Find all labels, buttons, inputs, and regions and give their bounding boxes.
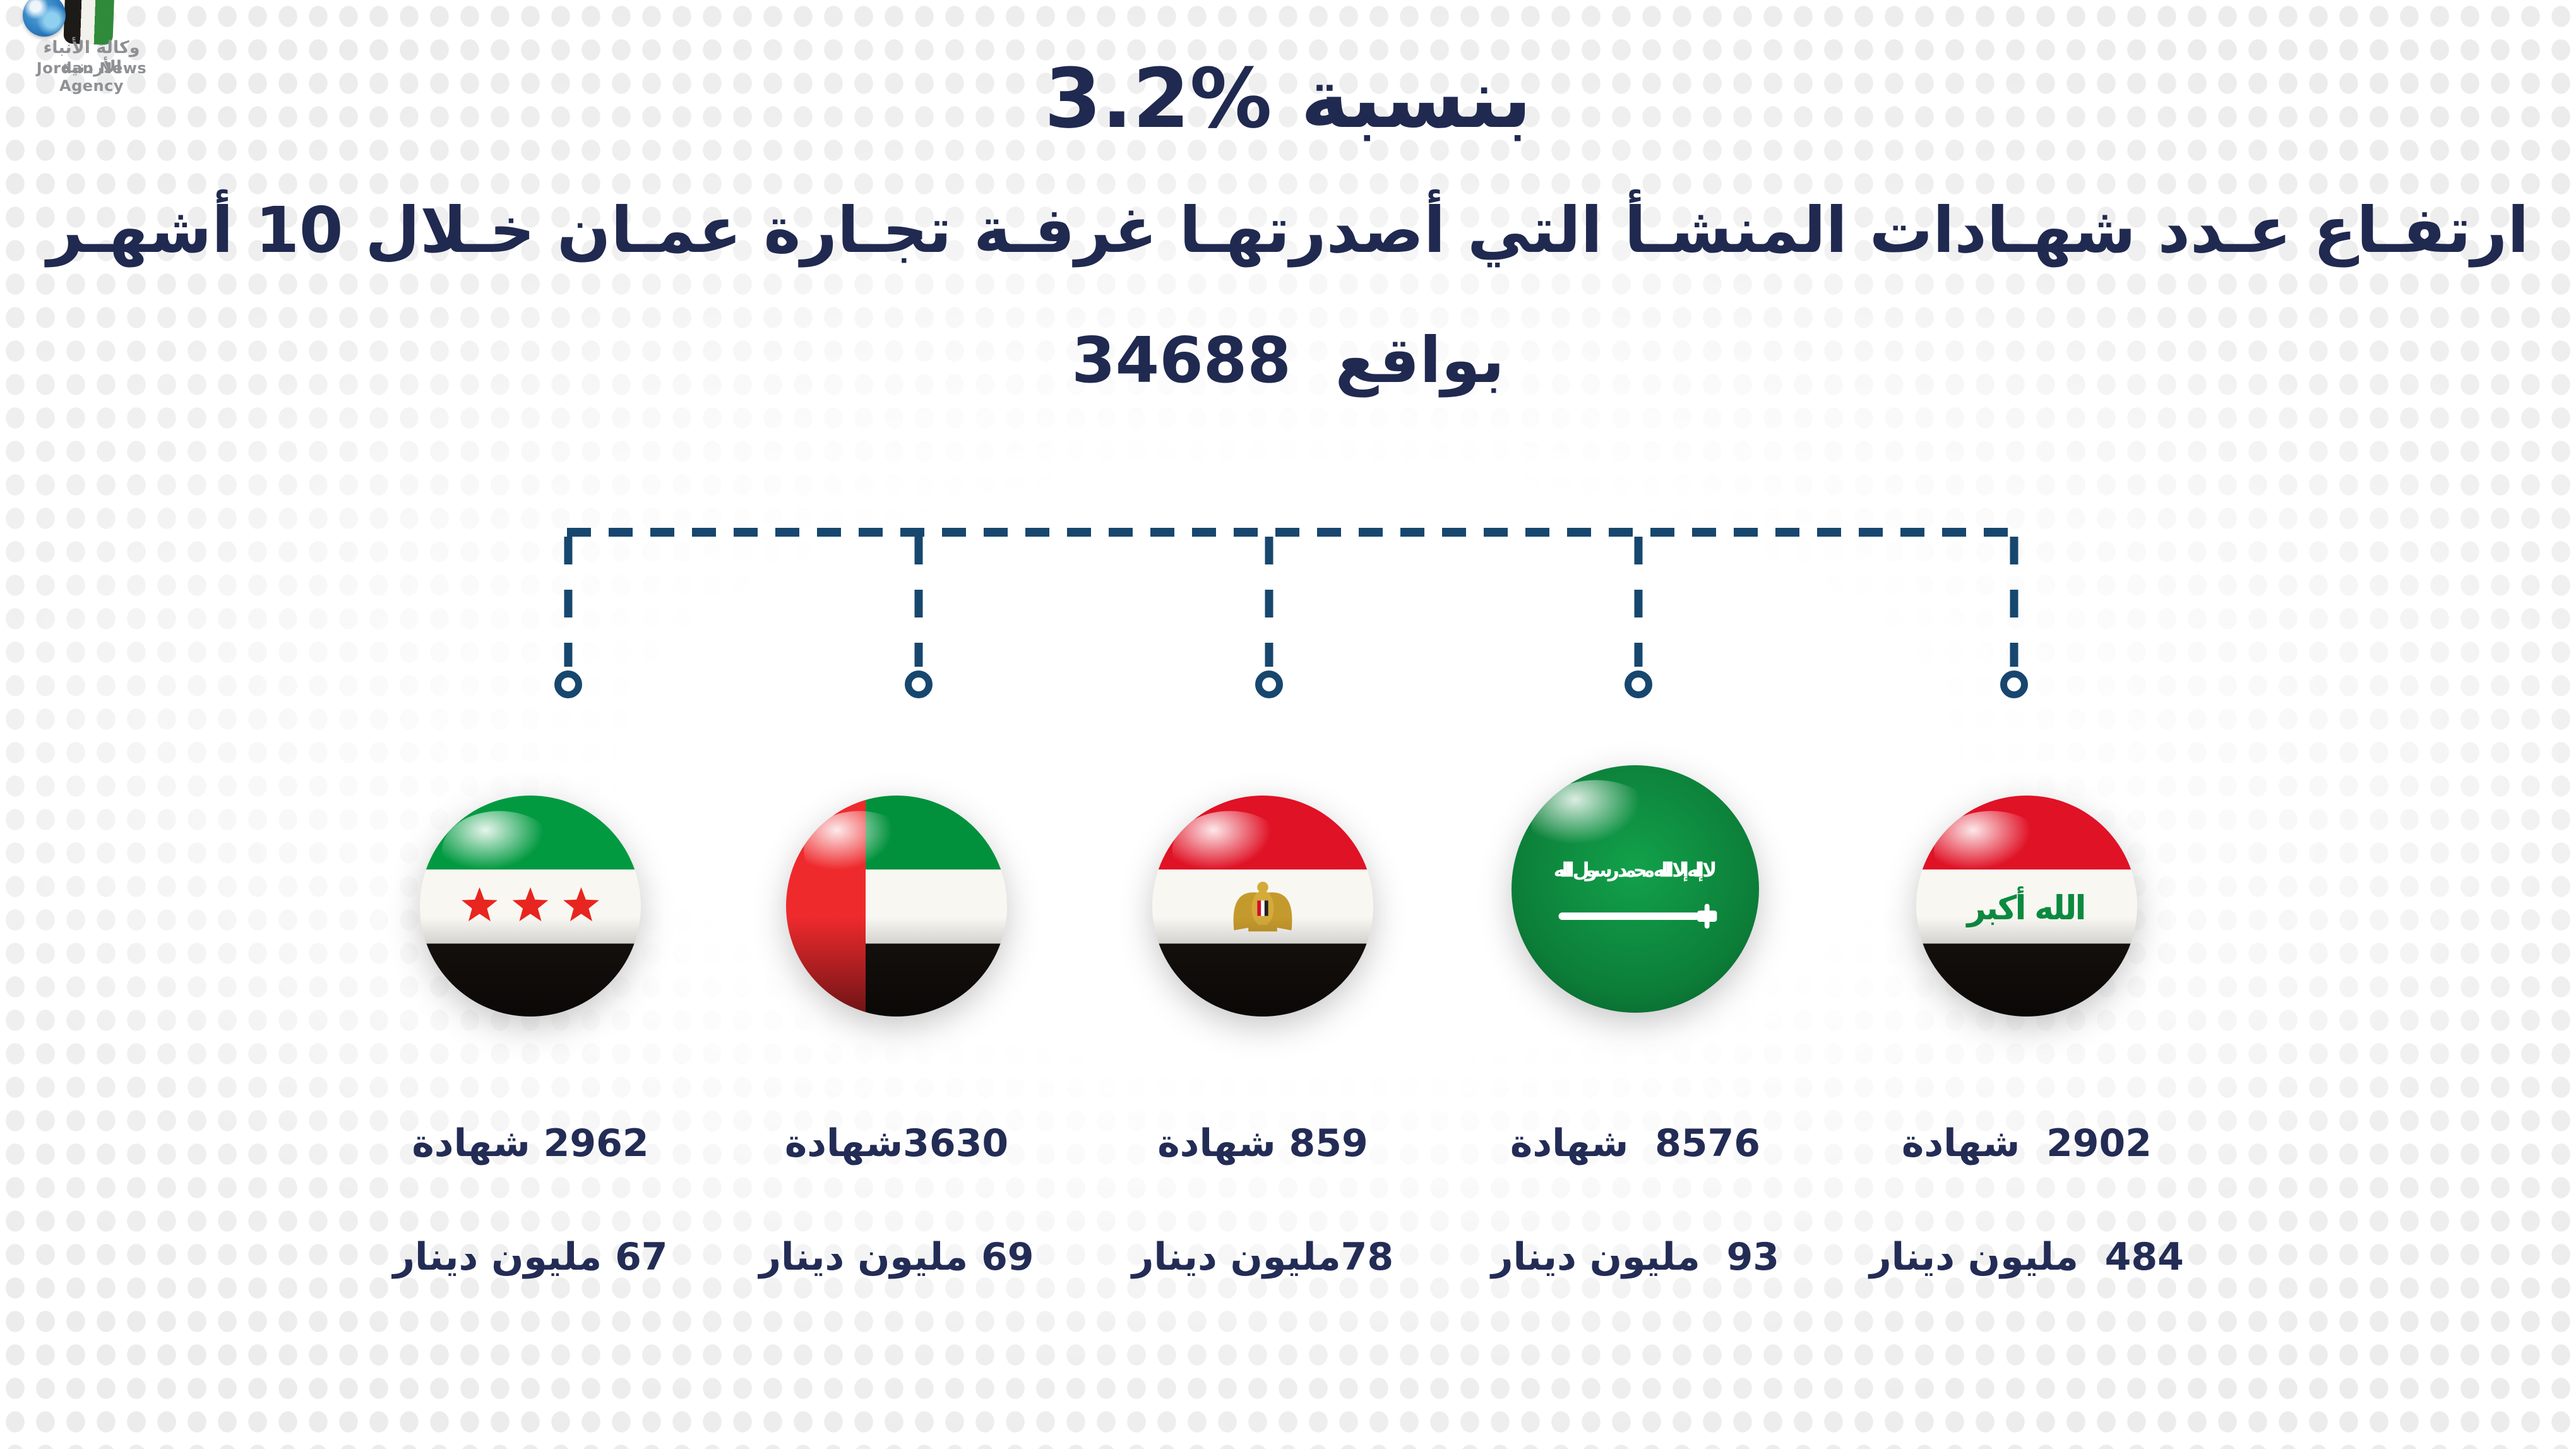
uae-flag (786, 796, 1007, 1017)
agency-name-english: Jordan News Agency (36, 59, 147, 95)
connector-ring-5 (2000, 671, 2028, 698)
value-label: 484 مليون دينار (1869, 1235, 2184, 1279)
agency-name-arabic: وكالة الأنباء الأردنية (43, 38, 140, 77)
connector-horizontal-line (567, 528, 2015, 537)
connector-ring-1 (554, 671, 582, 698)
connector-drop-3 (1265, 537, 1273, 667)
iraq-flag: الله أكبر (1916, 796, 2137, 1017)
globe-icon (23, 0, 66, 37)
connector-drop-4 (1634, 537, 1643, 667)
headline-percentage: بنسبة %3.2 (1044, 51, 1532, 146)
sword-glyph (1558, 903, 1717, 929)
certificates-label: 8576 شهادة (1510, 1121, 1761, 1166)
certificates-label: 2962 شهادة (412, 1121, 649, 1166)
headline-total: بواقع 34688 (1071, 323, 1505, 397)
value-label: 93 مليون دينار (1491, 1235, 1779, 1279)
connector-drop-5 (2010, 537, 2018, 667)
connector-drop-1 (564, 537, 573, 667)
syria-flag (420, 796, 641, 1017)
certificates-label: 2902 شهادة (1901, 1121, 2152, 1166)
connector-ring-3 (1255, 671, 1283, 698)
value-label: 69 مليون دينار (759, 1235, 1034, 1279)
connector-drop-2 (914, 537, 923, 667)
egypt-flag (1152, 796, 1373, 1017)
certificates-label: 3630شهادة (784, 1121, 1009, 1166)
agency-logo: وكالة الأنباء الأردنية Jordan News Agenc… (19, 0, 164, 95)
headline-main: ارتفـاع عـدد شهـادات المنشـأ التي أصدرته… (47, 193, 2529, 267)
saudi-arabia-flag: لا إله إلا الله محمد رسول الله (1512, 765, 1759, 1013)
certificates-label: 859 شهادة (1157, 1121, 1368, 1166)
connector-ring-4 (1625, 671, 1652, 698)
value-label: 78مليون دينار (1131, 1235, 1394, 1279)
value-label: 67 مليون دينار (393, 1235, 668, 1279)
connector-ring-2 (905, 671, 933, 698)
